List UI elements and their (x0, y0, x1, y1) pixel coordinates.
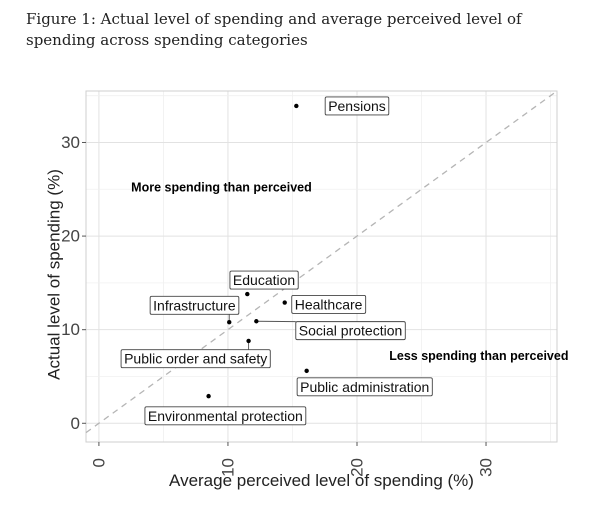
x-tick-label: 0 (89, 458, 108, 467)
point-label: Infrastructure (153, 297, 236, 313)
x-axis-title: Average perceived level of spending (%) (169, 471, 474, 490)
data-point (246, 338, 251, 344)
y-axis-title: Actual level of spending (%) (45, 169, 64, 380)
point-label-box (324, 96, 390, 116)
point-label: Pensions (328, 98, 386, 114)
figure-caption: Figure 1: Actual level of spending and a… (26, 10, 522, 49)
point-label-group: Education (229, 270, 299, 290)
point-label: Healthcare (295, 296, 363, 312)
point-label: Environmental protection (148, 408, 303, 424)
point-label: Public administration (300, 379, 429, 395)
x-tick-label: 20 (347, 458, 366, 477)
point-label-box (120, 349, 271, 369)
region-annotation: More spending than perceived (131, 180, 312, 194)
point-label-group: Environmental protection (144, 406, 307, 426)
plot-border (85, 90, 558, 443)
point-label: Education (233, 272, 295, 288)
data-point (227, 319, 232, 325)
data-point (282, 300, 287, 305)
y-tick-label: 30 (61, 133, 80, 152)
region-annotation: Less spending than perceived (389, 349, 568, 363)
point-label-group: Public order and safety (120, 349, 271, 369)
point-label-box (291, 294, 367, 314)
point-label-box (296, 377, 433, 397)
data-point (254, 319, 259, 324)
y-tick-label: 20 (61, 227, 80, 246)
point-label-group: Infrastructure (149, 295, 240, 315)
data-point (206, 393, 211, 399)
x-tick-label: 10 (218, 458, 237, 477)
point-label: Public order and safety (124, 351, 267, 367)
point-label-group: Healthcare (291, 294, 367, 314)
reference-line (85, 90, 558, 434)
point-label-group: Social protection (295, 321, 406, 341)
data-point (245, 291, 250, 297)
data-point (294, 103, 299, 109)
point-label-group: Public administration (296, 377, 433, 397)
point-label-box (144, 406, 307, 426)
x-tick-label: 30 (477, 458, 496, 477)
point-label-box (229, 270, 299, 290)
y-tick-label: 10 (61, 320, 80, 339)
point-label: Social protection (299, 323, 403, 339)
point-label-box (295, 321, 406, 341)
data-point (304, 368, 309, 374)
point-label-box (149, 295, 240, 315)
y-tick-label: 0 (71, 414, 80, 433)
point-label-group: Pensions (324, 96, 390, 116)
